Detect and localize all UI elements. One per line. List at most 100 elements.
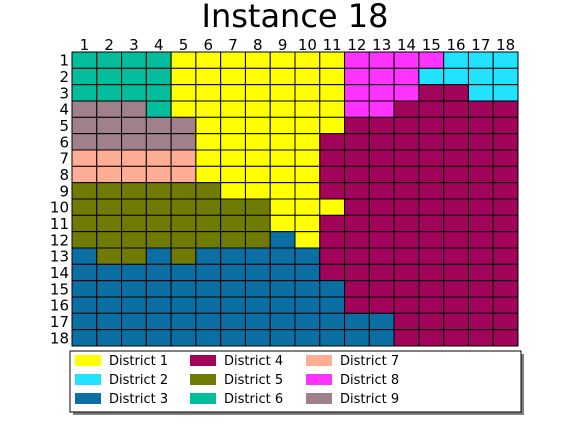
- grid-cell-r2-c18: [492, 67, 519, 86]
- grid-cell-r14-c2: [96, 263, 123, 282]
- grid-cell-r4-c16: [443, 100, 469, 118]
- grid-cell-r9-c8: [244, 182, 271, 200]
- grid-cell-r14-c1: [71, 263, 98, 282]
- y-tick-label: 11: [50, 215, 69, 233]
- grid-cell-r6-c7: [220, 133, 246, 151]
- legend-swatch-district-2: [75, 374, 101, 385]
- grid-cell-r11-c8: [244, 214, 271, 233]
- grid-cell-r4-c3: [121, 100, 147, 118]
- grid-cell-r3-c2: [96, 84, 123, 102]
- grid-cell-r13-c17: [467, 247, 494, 265]
- grid-cell-r15-c6: [195, 280, 222, 298]
- grid-cell-r3-c3: [121, 84, 147, 102]
- grid-cell-r15-c3: [121, 280, 147, 298]
- grid-cell-r4-c5: [170, 100, 197, 118]
- grid-cell-r3-c18: [492, 84, 519, 102]
- grid-cell-r4-c7: [220, 100, 246, 118]
- grid-cell-r16-c14: [393, 296, 420, 314]
- legend-label-district-9: District 9: [340, 392, 399, 407]
- grid-cell-r11-c15: [418, 214, 445, 233]
- grid-cell-r8-c16: [443, 165, 469, 184]
- grid-cell-r3-c7: [220, 84, 246, 102]
- grid-cell-r18-c14: [393, 329, 420, 347]
- grid-cell-r4-c18: [492, 100, 519, 118]
- grid-cell-r3-c6: [195, 84, 222, 102]
- grid-cell-r14-c16: [443, 263, 469, 282]
- legend-label-district-5: District 5: [224, 373, 283, 388]
- legend-swatch-district-7: [306, 355, 332, 366]
- grid-cell-r18-c10: [294, 329, 321, 347]
- grid-cell-r5-c9: [269, 116, 296, 135]
- grid-cell-r3-c4: [145, 84, 172, 102]
- grid-cell-r17-c8: [244, 312, 271, 331]
- grid-cell-r6-c10: [294, 133, 321, 151]
- grid-cell-r4-c17: [467, 100, 494, 118]
- grid-cell-r9-c16: [443, 182, 469, 200]
- grid-cell-r9-c5: [170, 182, 197, 200]
- grid-cell-r12-c5: [170, 231, 197, 249]
- grid-cell-r17-c7: [220, 312, 246, 331]
- grid-cell-r3-c8: [244, 84, 271, 102]
- x-tick-label: 10: [298, 36, 317, 54]
- grid-cell-r16-c1: [71, 296, 98, 314]
- x-tick-label: 8: [253, 36, 263, 54]
- grid-cell-r7-c6: [195, 149, 222, 167]
- grid-cell-r18-c11: [319, 329, 346, 347]
- grid-cell-r11-c12: [344, 214, 370, 233]
- grid-cell-r13-c12: [344, 247, 370, 265]
- grid-cell-r17-c13: [368, 312, 395, 331]
- grid-cell-r13-c4: [145, 247, 172, 265]
- grid-cell-r14-c14: [393, 263, 420, 282]
- grid-cell-r13-c11: [319, 247, 346, 265]
- grid-cell-r14-c7: [220, 263, 246, 282]
- legend-swatch-district-6: [190, 393, 216, 404]
- grid-cell-r4-c4: [145, 100, 172, 118]
- legend-label-district-4: District 4: [224, 354, 283, 369]
- grid-cell-r7-c7: [220, 149, 246, 167]
- grid-cell-r13-c15: [418, 247, 445, 265]
- grid-cell-r17-c6: [195, 312, 222, 331]
- legend-swatch-district-5: [190, 374, 216, 385]
- grid-cell-r1-c8: [244, 51, 271, 69]
- y-tick-label: 13: [50, 248, 69, 266]
- grid-cell-r5-c11: [319, 116, 346, 135]
- grid-cell-r15-c2: [96, 280, 123, 298]
- grid-cell-r2-c1: [71, 67, 98, 86]
- grid-cell-r8-c4: [145, 165, 172, 184]
- grid-cell-r14-c17: [467, 263, 494, 282]
- grid-cell-r1-c2: [96, 51, 123, 69]
- grid-cell-r8-c9: [269, 165, 296, 184]
- grid-cell-r6-c9: [269, 133, 296, 151]
- grid-cell-r8-c10: [294, 165, 321, 184]
- grid-cell-r4-c14: [393, 100, 420, 118]
- grid-cell-r14-c5: [170, 263, 197, 282]
- grid-cell-r11-c11: [319, 214, 346, 233]
- grid-cell-r10-c6: [195, 198, 222, 216]
- grid-cell-r3-c17: [467, 84, 494, 102]
- grid-cell-r11-c5: [170, 214, 197, 233]
- grid-cell-r8-c14: [393, 165, 420, 184]
- y-tick-label: 1: [59, 52, 69, 70]
- grid-cell-r8-c18: [492, 165, 519, 184]
- grid-cell-r5-c2: [96, 116, 123, 135]
- grid-cell-r5-c6: [195, 116, 222, 135]
- grid-cell-r16-c3: [121, 296, 147, 314]
- grid-cell-r18-c2: [96, 329, 123, 347]
- grid-cell-r6-c16: [443, 133, 469, 151]
- grid-cell-r12-c4: [145, 231, 172, 249]
- grid-cell-r17-c15: [418, 312, 445, 331]
- y-tick-label: 18: [50, 329, 69, 347]
- grid-cell-r8-c8: [244, 165, 271, 184]
- x-tick-label: 13: [372, 36, 391, 54]
- grid-cell-r12-c10: [294, 231, 321, 249]
- grid-cell-r8-c2: [96, 165, 123, 184]
- grid-cell-r2-c3: [121, 67, 147, 86]
- grid-cell-r7-c13: [368, 149, 395, 167]
- grid-cell-r16-c17: [467, 296, 494, 314]
- grid-cell-r1-c4: [145, 51, 172, 69]
- grid-cell-r18-c17: [467, 329, 494, 347]
- grid-cell-r14-c6: [195, 263, 222, 282]
- grid-cell-r4-c15: [418, 100, 445, 118]
- x-tick-label: 4: [154, 36, 164, 54]
- grid-cell-r3-c1: [71, 84, 98, 102]
